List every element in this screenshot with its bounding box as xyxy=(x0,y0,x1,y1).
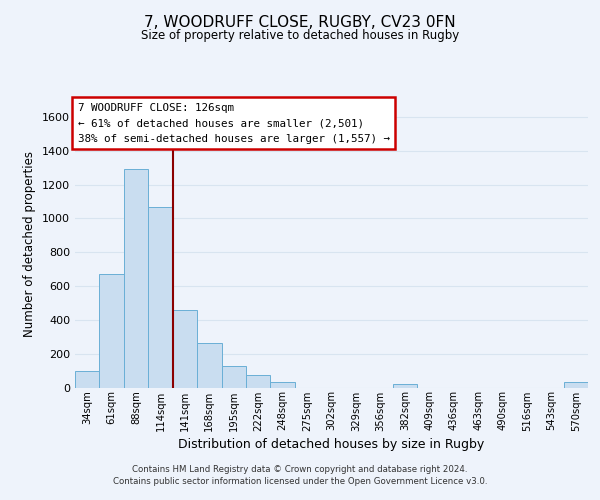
Bar xyxy=(148,206,173,388)
Bar xyxy=(124,170,148,388)
Bar xyxy=(392,384,417,388)
Bar xyxy=(563,382,588,388)
Text: 7 WOODRUFF CLOSE: 126sqm
← 61% of detached houses are smaller (2,501)
38% of sem: 7 WOODRUFF CLOSE: 126sqm ← 61% of detach… xyxy=(77,103,389,144)
Bar xyxy=(246,375,271,388)
Bar xyxy=(100,274,124,388)
Y-axis label: Number of detached properties: Number of detached properties xyxy=(23,151,37,337)
Text: Contains HM Land Registry data © Crown copyright and database right 2024.: Contains HM Land Registry data © Crown c… xyxy=(132,466,468,474)
Bar xyxy=(271,382,295,388)
X-axis label: Distribution of detached houses by size in Rugby: Distribution of detached houses by size … xyxy=(178,438,485,450)
Text: 7, WOODRUFF CLOSE, RUGBY, CV23 0FN: 7, WOODRUFF CLOSE, RUGBY, CV23 0FN xyxy=(144,15,456,30)
Bar xyxy=(197,342,221,388)
Bar xyxy=(75,370,100,388)
Text: Size of property relative to detached houses in Rugby: Size of property relative to detached ho… xyxy=(141,30,459,43)
Bar xyxy=(173,310,197,388)
Bar xyxy=(221,366,246,388)
Text: Contains public sector information licensed under the Open Government Licence v3: Contains public sector information licen… xyxy=(113,476,487,486)
